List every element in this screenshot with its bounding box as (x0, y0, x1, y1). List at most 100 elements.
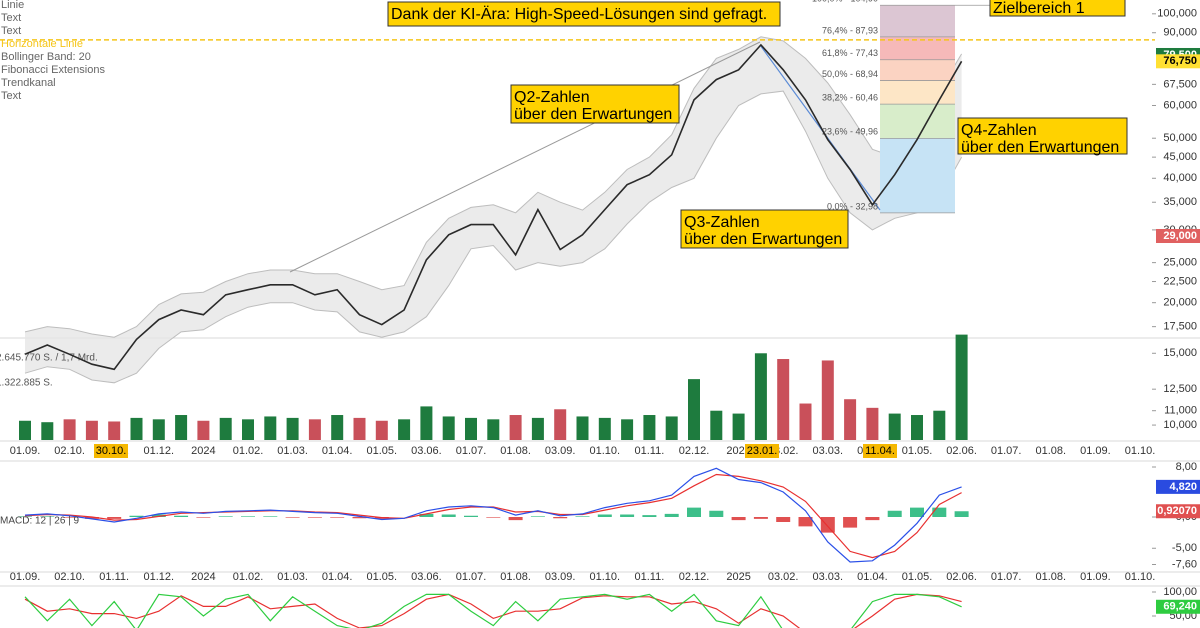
volume-bar (219, 417, 232, 440)
macd-histogram (419, 513, 434, 517)
macd-histogram (285, 517, 300, 518)
volume-bar (777, 359, 790, 440)
volume-bar (331, 415, 344, 440)
x-tick-label: 01.11. (635, 571, 665, 583)
fib-label: 61,8% - 77,43 (822, 48, 878, 58)
volume-bar (933, 410, 946, 440)
x-tick-label: 01.05. (902, 445, 933, 457)
x-tick-label: 01.03. (277, 571, 308, 583)
macd-histogram (954, 511, 969, 517)
volume-bar (531, 417, 544, 440)
x-tick-label: 01.04. (322, 445, 353, 457)
legend-item: Horizontale Linie (1, 38, 83, 50)
annotation-text: Dank der KI-Ära: High-Speed-Lösungen sin… (391, 5, 767, 23)
price-marker (1156, 479, 1200, 494)
x-tick-label: 2024 (191, 571, 215, 583)
x-tick-label: 02.12. (679, 571, 710, 583)
x-tick-label: 01.02. (233, 445, 264, 457)
price-line (24, 43, 963, 371)
y-tick-label: 15,000 (1163, 347, 1197, 359)
x-tick-label: 2025 (726, 445, 750, 457)
x-tick-label: 01.08. (500, 571, 531, 583)
bollinger-upper (24, 36, 963, 338)
annotation-box (989, 0, 1126, 17)
macd-histogram (218, 516, 233, 517)
x-tick-label: 01.09. (10, 571, 41, 583)
annotation-box (680, 209, 849, 249)
x-tick-label: 01.05. (902, 571, 933, 583)
volume-bar (286, 417, 299, 440)
x-tick-label: 02.06. (946, 571, 977, 583)
y-tick-label: 35,000 (1163, 196, 1197, 208)
macd-line (24, 467, 962, 563)
macd-histogram (464, 515, 478, 517)
macd-histogram (263, 516, 278, 517)
y-tick-label: 17,500 (1163, 321, 1197, 333)
x-tick-label: 03.09. (545, 571, 576, 583)
volume-bar (487, 419, 500, 440)
x-tick-label: 01.10. (1125, 571, 1156, 583)
bollinger-lower (24, 90, 963, 384)
price-marker (1156, 54, 1200, 69)
y-tick-label: 60,000 (1163, 99, 1197, 111)
legend-item: Text (1, 12, 21, 24)
legend-item: Text (1, 90, 21, 102)
x-tick-label: 01.08. (1036, 571, 1067, 583)
macd-histogram (174, 515, 189, 517)
x-tick-label: 01.09. (10, 445, 41, 457)
macd-histogram (731, 517, 746, 521)
macd-histogram (620, 514, 635, 517)
x-tick-label: 01.03. (277, 445, 308, 457)
macd-histogram (664, 513, 679, 517)
y-tick-label: 50,000 (1163, 132, 1197, 144)
annotation-text: Q4-Zahlen (961, 122, 1037, 139)
macd-histogram (151, 514, 166, 517)
macd-histogram (865, 517, 880, 521)
x-tick-label: 03.06. (411, 571, 442, 583)
macd-histogram (62, 517, 77, 518)
price-marker-label: 76,750 (1163, 55, 1197, 67)
price-marker-label: 0,92070 (1157, 505, 1197, 517)
volume-bar (621, 419, 634, 440)
macd-histogram (241, 516, 255, 517)
fib-label: 100,0% - 104,90 (812, 0, 878, 4)
y-tick-label: -7,60 (1172, 558, 1197, 570)
annotation-text: über den Erwartungen (684, 231, 842, 248)
macd-histogram (441, 514, 456, 517)
legend-item: Bollinger Band: 20 (1, 51, 91, 63)
fib-label: 38,2% - 60,46 (822, 93, 878, 103)
volume-bar (63, 419, 76, 440)
x-tick-label: 01.12. (144, 445, 175, 457)
annotation-box (510, 84, 680, 124)
x-tick-label: 02.06. (946, 445, 977, 457)
y-tick-label: 22,500 (1163, 275, 1197, 287)
volume-bar (598, 417, 611, 440)
price-marker (1156, 504, 1200, 519)
y-tick-label: 25,000 (1163, 257, 1197, 269)
x-tick-label: 02.12. (679, 445, 710, 457)
y-tick-label: 20,000 (1163, 297, 1197, 309)
volume-bar (844, 399, 857, 440)
annotation-text: Q2-Zahlen (514, 89, 590, 106)
x-tick-label: 01.09. (1080, 571, 1111, 583)
price-marker (1156, 228, 1200, 243)
macd-histogram (129, 515, 144, 517)
volume-bar (955, 334, 968, 440)
macd-histogram (753, 517, 768, 519)
highlighted-date: 11.04. (865, 445, 895, 457)
x-tick-label: 01.07. (991, 445, 1022, 457)
bollinger-area (25, 36, 962, 383)
volume-bar (509, 415, 522, 440)
macd-histogram (486, 517, 501, 518)
x-tick-label: 01.07. (991, 571, 1022, 583)
fib-label: 50,0% - 68,94 (822, 69, 878, 79)
stoch-d (24, 593, 962, 628)
volume-label: 1.322.885 S. (0, 378, 53, 389)
x-tick-label: 01.04. (857, 571, 888, 583)
x-tick-label: 01.11. (635, 445, 665, 457)
macd-histogram (932, 507, 947, 517)
volume-bar (175, 415, 188, 440)
volume-bar (688, 379, 700, 440)
volume-bar (710, 410, 723, 440)
